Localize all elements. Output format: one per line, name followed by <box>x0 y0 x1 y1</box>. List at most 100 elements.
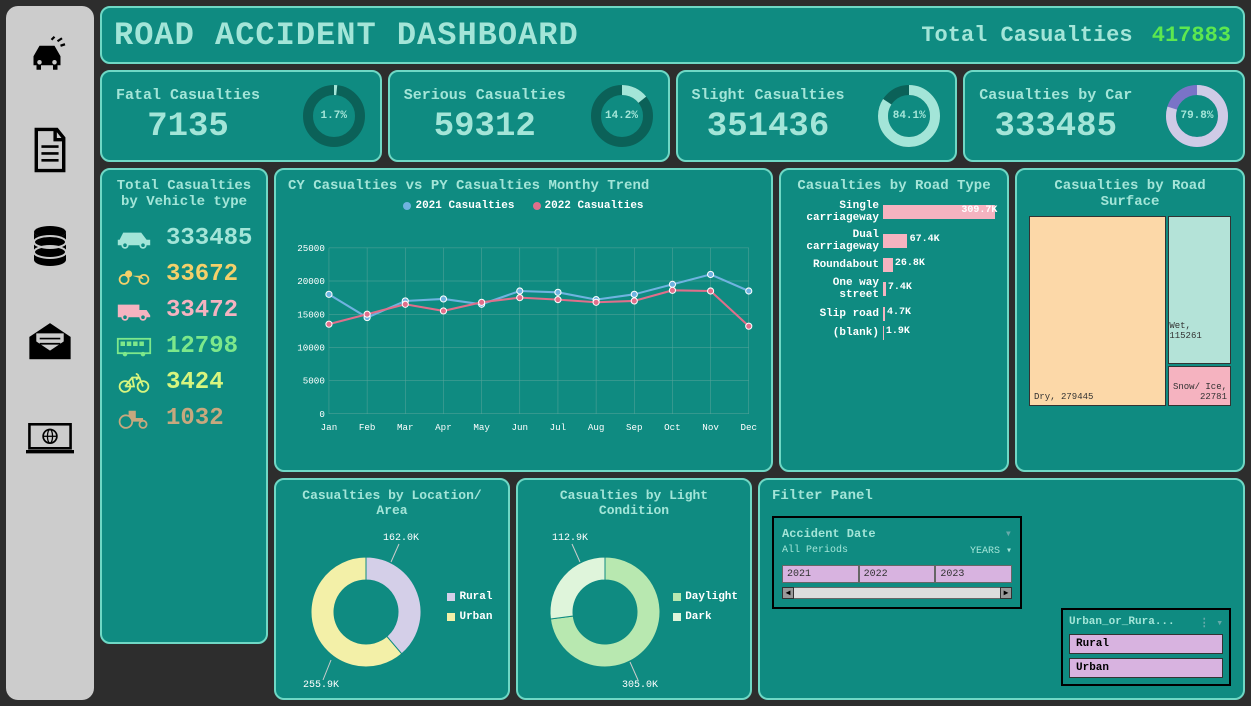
urban-item[interactable]: Urban <box>1069 658 1223 678</box>
trend-legend: 2021 Casualties2022 Casualties <box>288 200 759 212</box>
light-title: Casualties by Light Condition <box>530 488 738 518</box>
vehicle-row-motorcycle: 33672 <box>114 260 254 288</box>
vehicle-title: Total Casualties by Vehicle type <box>114 178 254 210</box>
vehicle-row-van: 33472 <box>114 296 254 324</box>
svg-text:Aug: Aug <box>588 422 605 433</box>
svg-text:Oct: Oct <box>664 422 681 433</box>
vehicle-value: 1032 <box>166 405 224 432</box>
filter-card: Filter Panel Accident Date ▾ All Periods Y… <box>758 478 1245 700</box>
slider-bar[interactable] <box>782 587 1012 599</box>
van-icon <box>114 296 154 324</box>
year-cell[interactable]: 2022 <box>859 565 936 583</box>
total-value: 417883 <box>1152 23 1231 48</box>
tractor-icon <box>114 404 154 432</box>
filter-funnel-icon[interactable]: ▾ <box>1005 526 1012 541</box>
svg-text:10000: 10000 <box>297 342 325 353</box>
location-legend: Rural Urban <box>447 591 492 623</box>
legend-item: Dark <box>673 611 738 623</box>
legend-item: 2022 Casualties <box>533 200 644 212</box>
kpi-donut: 79.8% <box>1165 84 1229 148</box>
location-card: Casualties by Location/ Area 162.0K255.9… <box>274 478 510 700</box>
trend-chart: 0500010000150002000025000JanFebMarAprMay… <box>288 216 759 462</box>
light-legend: DaylightDark <box>673 591 738 623</box>
svg-text:Mar: Mar <box>397 422 414 433</box>
year-cell[interactable]: 2023 <box>935 565 1012 583</box>
filter-title: Filter Panel <box>772 488 1231 504</box>
motorcycle-icon <box>114 260 154 288</box>
roadtype-row: (blank) 1.9K <box>793 326 995 340</box>
kpi-label: Casualties by Car <box>979 87 1132 104</box>
treemap-wet: Wet, 115261 <box>1168 216 1231 364</box>
svg-text:162.0K: 162.0K <box>383 533 419 544</box>
page-title: ROAD ACCIDENT DASHBOARD <box>114 17 579 54</box>
urban-items: Rural Urban <box>1069 634 1223 678</box>
roadtype-row: Roundabout 26.8K <box>793 258 995 272</box>
urban-filter-title: Urban_or_Rura... <box>1069 616 1175 630</box>
treemap-dry: Dry, 279445 <box>1029 216 1166 406</box>
svg-text:5000: 5000 <box>303 376 325 387</box>
kpi-label: Fatal Casualties <box>116 87 260 104</box>
total-label: Total Casualties <box>921 23 1132 48</box>
roadtype-row: Dual carriageway 67.4K <box>793 229 995 253</box>
year-cell[interactable]: 2021 <box>782 565 859 583</box>
roadtype-title: Casualties by Road Type <box>793 178 995 194</box>
svg-text:Apr: Apr <box>435 422 452 433</box>
kpi-label: Serious Casualties <box>404 87 566 104</box>
dashboard-icon[interactable] <box>22 26 78 82</box>
kpi-card-2: Slight Casualties 351436 84.1% <box>676 70 958 162</box>
surface-treemap: Dry, 279445 Wet, 115261 Snow/ Ice, 22781 <box>1029 216 1231 406</box>
vehicle-value: 12798 <box>166 333 238 360</box>
roadtype-row: Slip road 4.7K <box>793 307 995 321</box>
legend-item: Urban <box>447 611 492 623</box>
mail-icon[interactable] <box>22 314 78 370</box>
urban-filter-box: Urban_or_Rura... ⋮ ▾ Rural Urban <box>1061 608 1231 686</box>
date-filter-title: Accident Date <box>782 527 876 541</box>
treemap-ice: Snow/ Ice, 22781 <box>1168 366 1231 406</box>
kpi-label: Slight Casualties <box>692 87 845 104</box>
kpi-donut: 84.1% <box>877 84 941 148</box>
database-icon[interactable] <box>22 218 78 274</box>
kpi-value: 7135 <box>147 108 229 146</box>
kpi-card-3: Casualties by Car 333485 79.8% <box>963 70 1245 162</box>
svg-text:112.9K: 112.9K <box>552 533 588 544</box>
trend-card: CY Casualties vs PY Casualties Monthy Tr… <box>274 168 773 472</box>
svg-text:Nov: Nov <box>702 422 719 433</box>
vehicle-value: 33472 <box>166 297 238 324</box>
legend-item: Rural <box>447 591 492 603</box>
bicycle-icon <box>114 368 154 396</box>
car-icon <box>114 224 154 252</box>
kpi-donut: 1.7% <box>302 84 366 148</box>
date-unit[interactable]: YEARS ▾ <box>970 545 1012 557</box>
year-slider[interactable]: 202120222023 <box>782 565 1012 583</box>
location-pie: 162.0K255.9K <box>291 522 441 692</box>
location-title: Casualties by Location/ Area <box>288 488 496 518</box>
vehicle-value: 33672 <box>166 261 238 288</box>
urban-filter-icons[interactable]: ⋮ ▾ <box>1199 616 1223 630</box>
light-card: Casualties by Light Condition 305.0K 112.… <box>516 478 752 700</box>
vehicle-value: 333485 <box>166 225 252 252</box>
urban-item[interactable]: Rural <box>1069 634 1223 654</box>
svg-text:305.0K: 305.0K <box>622 680 658 691</box>
roadtype-card: Casualties by Road Type Single carriagew… <box>779 168 1009 472</box>
kpi-value: 59312 <box>434 108 536 146</box>
svg-text:20000: 20000 <box>297 276 325 287</box>
roadtype-list: Single carriageway 309.7K Dual carriagew… <box>793 200 995 340</box>
total-casualties: Total Casualties 417883 <box>921 23 1231 48</box>
roadtype-row: Single carriageway 309.7K <box>793 200 995 224</box>
svg-text:0: 0 <box>319 409 325 420</box>
date-period: All Periods <box>782 545 848 557</box>
sidebar <box>6 6 94 700</box>
vehicle-row-bus: 12798 <box>114 332 254 360</box>
kpi-value: 333485 <box>995 108 1117 146</box>
web-icon[interactable] <box>22 410 78 466</box>
header: ROAD ACCIDENT DASHBOARD Total Casualties… <box>100 6 1245 64</box>
svg-text:Jun: Jun <box>511 422 528 433</box>
svg-text:Sep: Sep <box>626 422 643 433</box>
kpi-donut: 14.2% <box>590 84 654 148</box>
kpi-card-0: Fatal Casualties 7135 1.7% <box>100 70 382 162</box>
svg-text:25000: 25000 <box>297 243 325 254</box>
svg-text:15000: 15000 <box>297 309 325 320</box>
document-icon[interactable] <box>22 122 78 178</box>
svg-text:Jul: Jul <box>550 422 567 433</box>
surface-title: Casualties by Road Surface <box>1029 178 1231 210</box>
